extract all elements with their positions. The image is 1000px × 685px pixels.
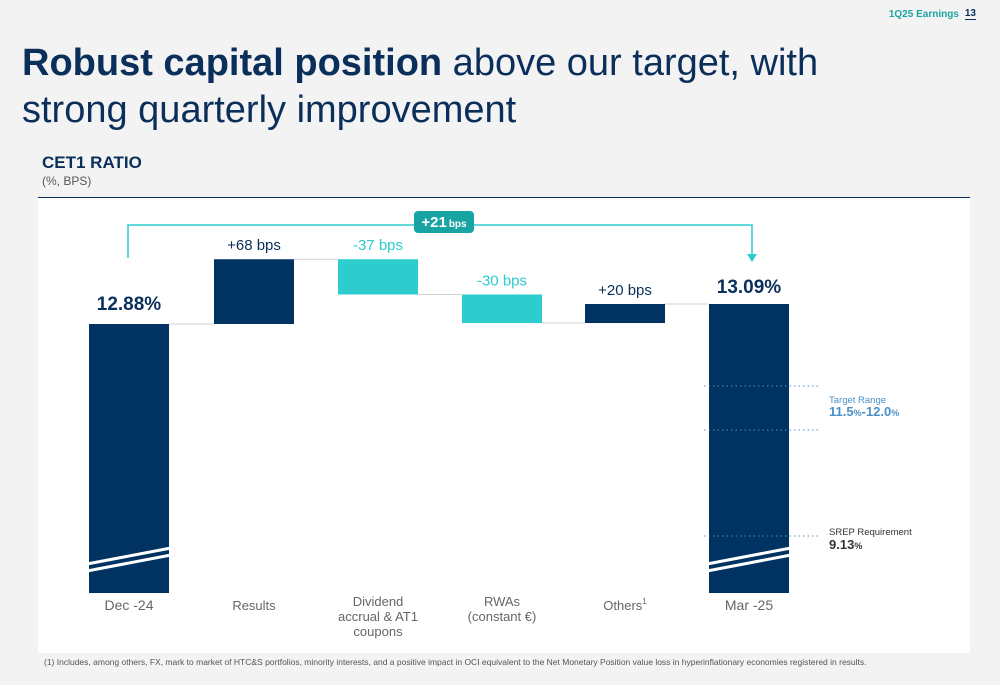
data-label: +68 bps <box>227 237 281 254</box>
data-label: -37 bps <box>353 237 403 254</box>
target-range-value-part: -12.0 <box>862 404 892 419</box>
total-change-badge <box>414 211 474 233</box>
target-range-value-part: % <box>854 408 862 418</box>
footnote: (1) Includes, among others, FX, mark to … <box>44 657 867 667</box>
srep-name: SREP Requirement <box>829 527 912 538</box>
category-label: Results <box>232 598 276 613</box>
axis-break-mark <box>706 546 792 566</box>
waterfall-chart: +68 bps -37 bps -30 bps +20 bps 12.88% 13.09%… <box>86 211 912 639</box>
category-label-line: (constant €) <box>468 609 537 624</box>
srep-value-part: 9.13 <box>829 537 854 552</box>
target-range-value-part: % <box>891 408 899 418</box>
target-range-value: 11.5%-12.0% <box>829 404 899 419</box>
value-label-start: 12.88% <box>97 294 162 315</box>
page-title: Robust capital position above our target… <box>22 40 922 134</box>
category-label: Others1 <box>603 597 647 613</box>
bar-step <box>214 259 294 324</box>
category-label: Dividend accrual & AT1 coupons <box>338 594 418 639</box>
category-label: RWAs (constant €) <box>468 594 537 624</box>
category-label-line: RWAs <box>484 594 521 609</box>
category-label: Dec -24 <box>104 597 153 613</box>
chart-panel: +68 bps -37 bps -30 bps +20 bps 12.88% 13.09%… <box>38 198 970 653</box>
chart-title: CET1 RATIO <box>42 153 142 172</box>
bracket-arrow-icon <box>747 254 757 262</box>
bar-mar-25 <box>709 304 789 593</box>
page-number: 13 <box>964 8 976 20</box>
category-label-line: Results <box>232 598 276 613</box>
bar-step <box>585 304 665 324</box>
total-change-unit: bps <box>449 219 467 230</box>
category-label-line: accrual & AT1 <box>338 609 418 624</box>
total-change-value: +21 <box>421 214 446 231</box>
category-label-line: Dec -24 <box>104 597 153 613</box>
data-label: -30 bps <box>477 272 527 289</box>
bar-step <box>462 294 542 324</box>
data-label: +20 bps <box>598 282 652 299</box>
bar-step <box>338 259 418 295</box>
page-title-rest: above our target, with strong quarterly … <box>22 42 819 131</box>
page-title-bold: Robust capital position <box>22 42 443 84</box>
total-change-label: +21 bps <box>421 214 467 231</box>
value-label-end: 13.09% <box>717 277 782 298</box>
report-name: 1Q25 Earnings <box>888 8 959 20</box>
category-label-line: Dividend <box>353 594 404 609</box>
category-label-line: coupons <box>353 624 403 639</box>
target-range-value-part: 11.5 <box>829 404 854 419</box>
target-range-name: Target Range <box>829 395 886 406</box>
category-label: Mar -25 <box>725 597 773 613</box>
bar-dec-24 <box>89 324 169 593</box>
axis-break-mark <box>706 553 792 573</box>
axis-break-mark <box>86 553 172 573</box>
srep-value-part: % <box>854 541 862 551</box>
axis-break-mark <box>86 546 172 566</box>
chart-subtitle: (%, BPS) <box>42 174 92 188</box>
category-label-line: Mar -25 <box>725 597 773 613</box>
category-footnote-ref: 1 <box>642 597 647 606</box>
header-tag: 1Q25 Earnings 13 <box>889 8 976 20</box>
title-rule <box>38 197 970 198</box>
srep-value: 9.13% <box>829 537 862 552</box>
category-label-line: Others <box>603 598 643 613</box>
